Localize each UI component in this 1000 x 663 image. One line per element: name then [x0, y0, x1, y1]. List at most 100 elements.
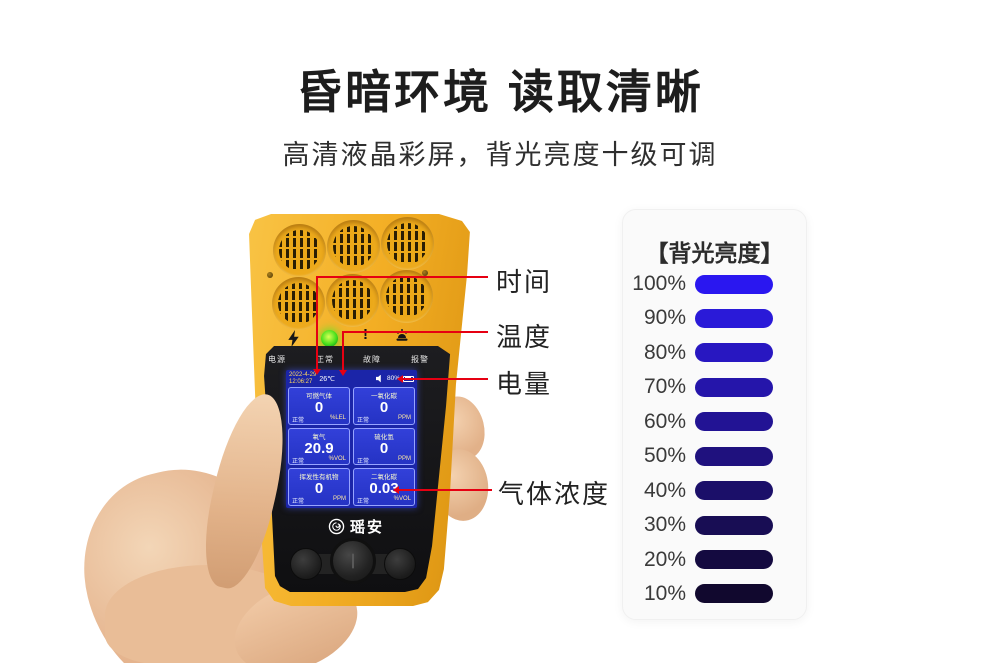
gas-unit: PPM: [397, 455, 411, 462]
brightness-level-label: 40%: [643, 478, 686, 502]
callout-arrow-temperature: [339, 370, 347, 376]
speaker-slots: [332, 280, 373, 321]
gas-status: 正常: [357, 418, 370, 424]
gas-status: 正常: [357, 458, 370, 465]
brightness-levels: 100% 90% 80% 70% 60% 50%: [623, 272, 806, 605]
gas-name: 二氧化碳: [371, 474, 397, 482]
led-label-alarm: 报警: [411, 355, 429, 364]
brightness-level-row: 70%: [623, 375, 806, 398]
gas-value: 0: [379, 439, 389, 457]
brightness-level-label: 90%: [643, 306, 686, 330]
gas-unit: %VOL: [393, 496, 411, 503]
power-button: [330, 538, 376, 584]
led-label-normal: 正常: [316, 355, 334, 364]
lcd-datetime: 2022-4-29 12:06:27: [289, 372, 316, 385]
lcd-time: 12:06:27: [289, 378, 313, 385]
brightness-level-row: 10%: [623, 581, 806, 605]
brightness-level-bar: [695, 550, 773, 569]
callout-arrow-time: [313, 369, 321, 375]
charge-bolt-icon: [288, 330, 299, 347]
brightness-level-row: 20%: [623, 547, 806, 571]
speaker-slots: [386, 276, 427, 317]
front-panel: 电源 正常 故障 报警 2022-4-29 12:06:27 26℃ 80%: [264, 346, 451, 592]
speaker-slots: [333, 226, 374, 267]
brightness-level-bar: [695, 377, 773, 397]
gas-name: 硫化氢: [374, 433, 394, 441]
speaker-slots: [387, 223, 428, 264]
gas-unit: %VOL: [328, 455, 346, 462]
brightness-level-label: 50%: [643, 444, 686, 468]
page-subtitle: 高清液晶彩屏，背光亮度十级可调: [282, 140, 718, 170]
brightness-level-bar: [695, 274, 773, 294]
callout-line-gas: [398, 489, 492, 491]
brightness-level-row: 30%: [623, 513, 806, 537]
gas-readings-grid: 可燃气体 0 正常 %LEL 一氧化碳 0 正常 PPM 氧气 20.9 正常 %VO…: [288, 387, 415, 506]
lcd-screen: 2022-4-29 12:06:27 26℃ 80% 可燃气体 0 正常 %LEL: [286, 370, 417, 508]
page-title: 昏暗环境 读取清晰: [296, 66, 704, 118]
gas-name: 氧气: [312, 433, 326, 441]
led-label-fault: 故障: [363, 355, 381, 364]
brightness-level-label: 30%: [643, 513, 686, 537]
brightness-level-bar: [695, 515, 773, 535]
gas-name: 挥发性有机物: [299, 474, 339, 482]
gas-detector-device: ! 电源 正常 故障 报警 2022-4-29 12:06:27: [249, 214, 470, 606]
brightness-level-row: 40%: [623, 478, 806, 502]
left-button: [290, 548, 322, 580]
callout-label-battery: 电量: [496, 369, 553, 399]
gas-status: 正常: [292, 458, 305, 465]
brightness-level-bar: [695, 481, 773, 501]
callout-line-time: [316, 276, 488, 278]
backlight-brightness-panel: 【背光亮度】 100% 90% 80% 70% 60%: [622, 209, 807, 620]
gas-cell-co: 一氧化碳 0 正常 PPM: [353, 387, 415, 425]
brightness-level-row: 60%: [623, 409, 806, 433]
speaker-grille: [381, 217, 434, 270]
callout-label-gas-concentration: 气体浓度: [498, 479, 611, 509]
callout-line-temperature: [342, 331, 488, 333]
brightness-level-label: 10%: [643, 581, 686, 605]
gas-name: 一氧化碳: [371, 393, 397, 400]
lcd-date: 2022-4-29: [289, 372, 317, 379]
gas-cell-co2: 二氧化碳 0.03 正常 %VOL: [353, 468, 415, 506]
screw-hole: [422, 270, 428, 276]
brightness-level-label: 100%: [632, 272, 686, 295]
brightness-level-label: 60%: [643, 409, 686, 433]
callout-line-time-v: [316, 276, 318, 370]
brightness-level-bar: [695, 584, 773, 604]
callout-label-time: 时间: [496, 267, 553, 297]
gas-unit: %LEL: [329, 415, 346, 421]
gas-value: 0: [379, 399, 389, 416]
brand-logo: 瑶安: [264, 516, 450, 537]
brightness-level-bar: [695, 343, 773, 363]
lcd-temperature: 26℃: [319, 375, 336, 383]
brightness-level-label: 80%: [643, 340, 686, 364]
gas-name: 可燃气体: [306, 393, 332, 400]
brightness-level-row: 80%: [623, 340, 806, 364]
led-label-power: 电源: [268, 355, 286, 364]
brightness-level-row: 50%: [623, 444, 806, 468]
brightness-panel-title: 【背光亮度】: [645, 240, 784, 266]
screw-hole: [267, 272, 273, 278]
brightness-level-label: 20%: [643, 547, 686, 571]
callout-arrow-gas: [393, 486, 399, 494]
gas-cell-oxygen: 氧气 20.9 正常 %VOL: [288, 427, 350, 466]
brand-name: 瑶安: [349, 519, 384, 536]
gas-status: 正常: [292, 418, 305, 424]
speaker-grille: [273, 224, 326, 277]
brightness-level-row: 90%: [623, 306, 806, 330]
gas-value: 0: [314, 399, 324, 416]
speaker-grille: [326, 274, 379, 327]
brand-swirl-icon: [328, 518, 345, 535]
speaker-slots: [278, 283, 319, 324]
callout-arrow-battery: [397, 375, 403, 383]
brightness-level-bar: [695, 412, 773, 432]
speaker-grille: [380, 270, 433, 323]
brightness-level-bar: [695, 308, 773, 328]
gas-cell-voc: 挥发性有机物 0 正常 PPM: [288, 468, 350, 506]
callout-line-temperature-v: [342, 331, 344, 371]
speaker-slots: [279, 230, 320, 271]
fault-exclamation-icon: !: [363, 326, 368, 343]
gas-status: 正常: [357, 499, 370, 506]
gas-unit: PPM: [332, 496, 346, 503]
brightness-level-row: 100%: [623, 272, 806, 295]
